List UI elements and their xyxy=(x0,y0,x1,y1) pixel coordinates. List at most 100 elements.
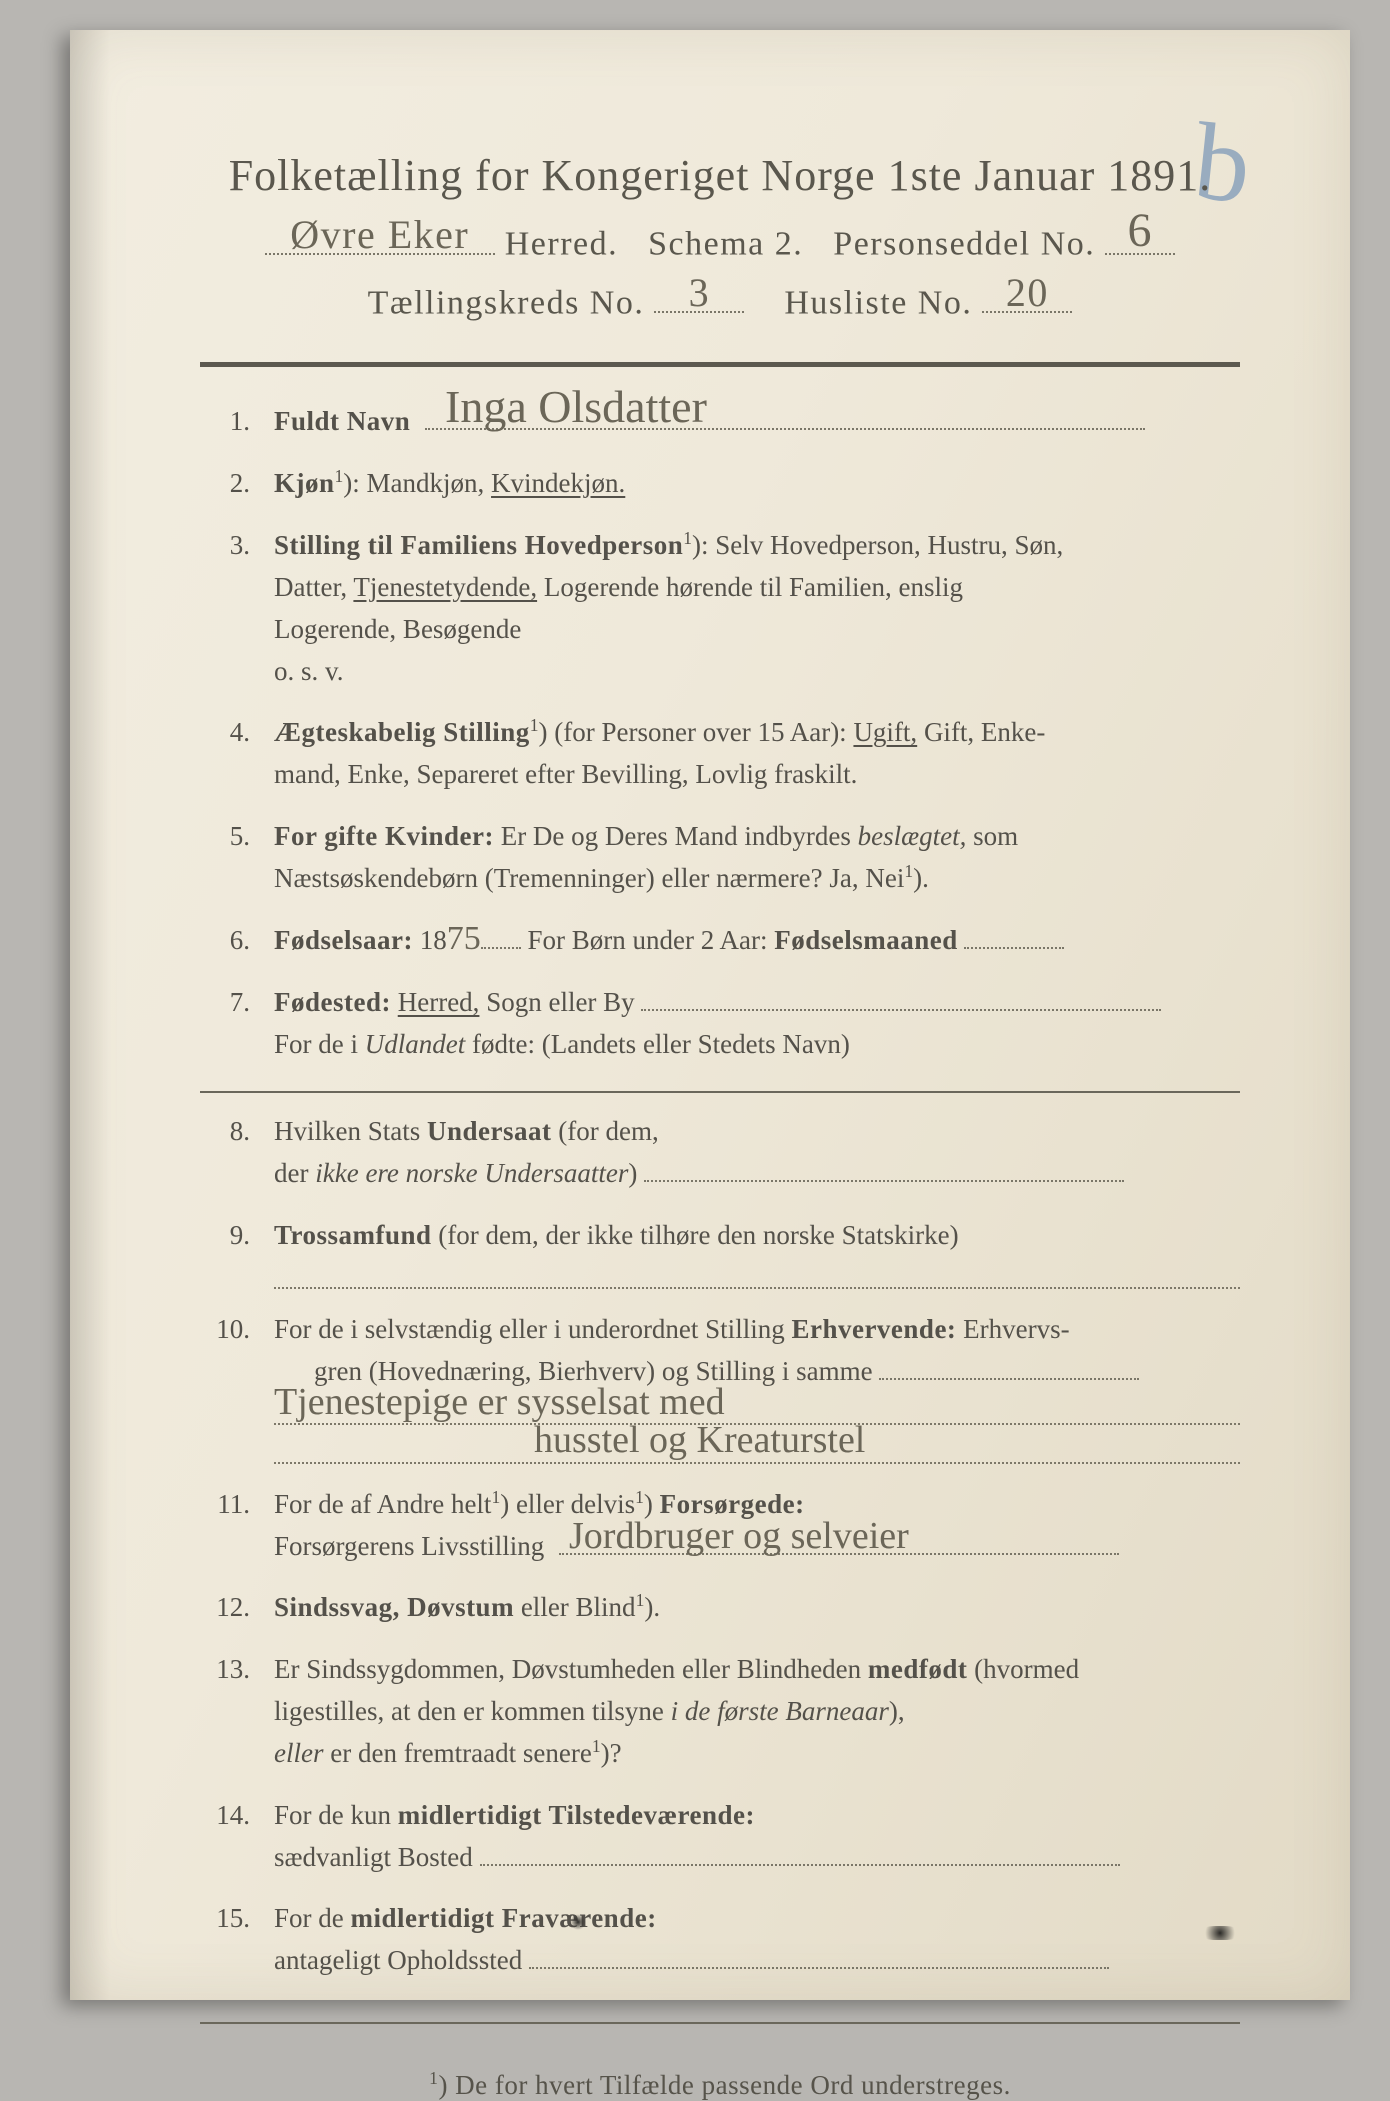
sup: 1 xyxy=(904,861,913,881)
text: Logerende, Besøgende xyxy=(274,614,521,644)
text: ), xyxy=(889,1696,905,1726)
underlined-kvindekjon: Kvindekjøn. xyxy=(491,468,625,498)
kreds-value: 3 xyxy=(654,273,744,313)
entry-10: 10. For de i selvstændig eller i underor… xyxy=(200,1309,1240,1463)
text: ligestilles, at den er kommen tilsyne xyxy=(274,1696,671,1726)
sup: 1 xyxy=(491,1487,500,1507)
entry-num: 5. xyxy=(200,816,274,900)
text: For de kun xyxy=(274,1800,398,1830)
text: Logerende hørende til Familien, enslig xyxy=(537,572,963,602)
text: Erhvervs- xyxy=(956,1314,1069,1344)
hand-line-2: husstel og Kreaturstel xyxy=(274,1431,1240,1463)
text: sædvanligt Bosted xyxy=(274,1842,473,1872)
underlined-ugift: Ugift, xyxy=(853,717,917,747)
ink-smudge xyxy=(1200,1926,1240,1940)
entry-num: 13. xyxy=(200,1649,274,1775)
ital-eller: eller xyxy=(274,1738,323,1768)
title-main: Folketælling for Kongeriget Norge 1ste J… xyxy=(200,150,1240,201)
text: Datter, xyxy=(274,572,353,602)
text: )? xyxy=(601,1738,622,1768)
label-sindssvag: Sindssvag, Døvstum xyxy=(274,1592,514,1622)
footnote: 1) De for hvert Tilfælde passende Ord un… xyxy=(200,2068,1240,2101)
title-block: Folketælling for Kongeriget Norge 1ste J… xyxy=(200,150,1240,322)
ital: ikke ere norske Undersaatter xyxy=(315,1158,628,1188)
sup: 1 xyxy=(636,1590,645,1610)
label-medfodt: medfødt xyxy=(868,1654,968,1684)
text: For Børn under 2 Aar: xyxy=(521,925,774,955)
text: ) xyxy=(628,1158,637,1188)
text: eller Blind xyxy=(514,1592,635,1622)
sup: 1 xyxy=(429,2068,438,2088)
label-stilling: Stilling til Familiens Hovedperson xyxy=(274,530,683,560)
husliste-label: Husliste No. xyxy=(784,284,972,321)
entry-5: 5. For gifte Kvinder: Er De og Deres Man… xyxy=(200,816,1240,900)
entry-num: 15. xyxy=(200,1898,274,1982)
text: For de i selvstændig eller i underordnet… xyxy=(274,1314,791,1344)
text: ). xyxy=(913,863,929,893)
text: Er Sindssygdommen, Døvstumheden eller Bl… xyxy=(274,1654,868,1684)
text: Gift, Enke- xyxy=(917,717,1045,747)
entry-num: 11. xyxy=(200,1484,274,1568)
entry-7: 7. Fødested: Herred, Sogn eller By For d… xyxy=(200,982,1240,1066)
text: Næstsøskendebørn (Tremenninger) eller næ… xyxy=(274,863,904,893)
text: Er De og Deres Mand indbyrdes xyxy=(494,821,858,851)
entry-num: 1. xyxy=(200,401,274,443)
herred-value: Øvre Eker xyxy=(265,215,495,255)
text: Sogn eller By xyxy=(479,987,634,1017)
text: ): Selv Hovedperson, Hustru, Søn, xyxy=(692,530,1063,560)
divider-mid xyxy=(200,1091,1240,1093)
title-line-2: Øvre Eker Herred. Schema 2. Personseddel… xyxy=(200,219,1240,264)
sup: 1 xyxy=(335,466,344,486)
title-line-3: Tællingskreds No. 3 Husliste No. 20 xyxy=(200,278,1240,323)
entry-num: 9. xyxy=(200,1215,274,1289)
text: Forsørgerens Livsstilling xyxy=(274,1531,544,1561)
label-trossamfund: Trossamfund xyxy=(274,1220,432,1250)
text: For de xyxy=(274,1903,351,1933)
entry-12: 12. Sindssvag, Døvstum eller Blind1). xyxy=(200,1587,1240,1629)
underlined-herred: Herred, xyxy=(398,987,480,1017)
text: (hvormed xyxy=(967,1654,1079,1684)
blank-line xyxy=(274,1257,1240,1289)
ital: i de første Barneaar xyxy=(671,1696,889,1726)
personseddel-label: Personseddel No. xyxy=(833,226,1095,263)
label-kjon: Kjøn xyxy=(274,468,335,498)
label-tilstedevaerende: midlertidigt Tilstedeværende: xyxy=(398,1800,755,1830)
entry-num: 3. xyxy=(200,525,274,692)
text: For de af Andre helt xyxy=(274,1489,491,1519)
label-fuldt-navn: Fuldt Navn xyxy=(274,406,410,436)
text: mand, Enke, Separeret efter Bevilling, L… xyxy=(274,759,857,789)
entry-13: 13. Er Sindssygdommen, Døvstumheden elle… xyxy=(200,1649,1240,1775)
text: der xyxy=(274,1158,315,1188)
value-occupation-1: Tjenestepige er sysselsat med xyxy=(274,1383,725,1421)
ital: beslægtet, xyxy=(858,821,967,851)
label-fodested: Fødested: xyxy=(274,987,391,1017)
label-erhvervende: Erhvervende: xyxy=(791,1314,956,1344)
personseddel-value: 6 xyxy=(1105,207,1175,255)
entry-num: 2. xyxy=(200,463,274,505)
census-form-paper: b Folketælling for Kongeriget Norge 1ste… xyxy=(70,30,1350,2000)
entry-num: 7. xyxy=(200,982,274,1066)
entry-4: 4. Ægteskabelig Stilling1) (for Personer… xyxy=(200,712,1240,796)
entry-15: 15. For de midlertidigt Fraværende: anta… xyxy=(200,1898,1240,1982)
text: antageligt Opholdssted xyxy=(274,1945,522,1975)
label-fravaerende: midlertidigt Fraværende: xyxy=(351,1903,657,1933)
underlined-tjenestetydende: Tjenestetydende, xyxy=(353,572,537,602)
divider-bottom xyxy=(200,2022,1240,2024)
text: ) (for Personer over 15 Aar): xyxy=(539,717,854,747)
entry-8: 8. Hvilken Stats Undersaat (for dem, der… xyxy=(200,1111,1240,1195)
value-year: 75 xyxy=(447,920,481,957)
kreds-label: Tællingskreds No. xyxy=(368,284,645,321)
herred-label: Herred. xyxy=(505,226,618,263)
entry-1: 1. Fuldt Navn Inga Olsdatter xyxy=(200,401,1240,443)
entry-14: 14. For de kun midlertidigt Tilstedevære… xyxy=(200,1795,1240,1879)
form-entries: 1. Fuldt Navn Inga Olsdatter 2. Kjøn1): … xyxy=(200,401,1240,1982)
text: o. s. v. xyxy=(274,656,344,686)
entry-6: 6. Fødselsaar: 1875 For Børn under 2 Aar… xyxy=(200,920,1240,962)
text: Hvilken Stats xyxy=(274,1116,427,1146)
label-aegteskab: Ægteskabelig Stilling xyxy=(274,717,530,747)
entry-9: 9. Trossamfund (for dem, der ikke tilhør… xyxy=(200,1215,1240,1289)
footnote-text: ) De for hvert Tilfælde passende Ord und… xyxy=(438,2070,1010,2100)
label-fodselsaar: Fødselsaar: xyxy=(274,925,413,955)
value-provider: Jordbruger og selveier xyxy=(559,1517,1119,1555)
text: 18 xyxy=(413,925,447,955)
